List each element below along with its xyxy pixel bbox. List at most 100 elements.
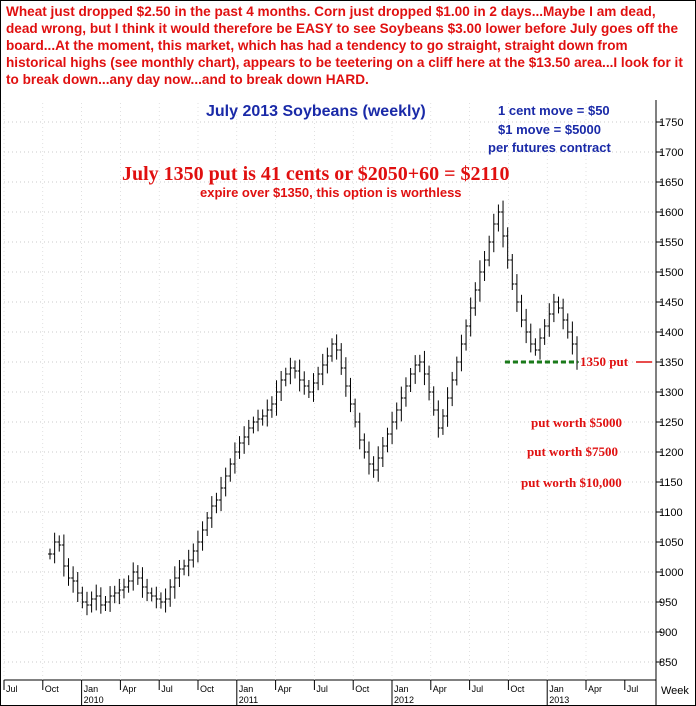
ohlc-bar <box>283 367 288 387</box>
ohlc-bar <box>288 357 293 385</box>
ohlc-bar <box>209 496 214 528</box>
x-month-label: Jan <box>394 684 409 694</box>
ohlc-bar <box>501 200 506 248</box>
ohlc-bar <box>121 578 126 599</box>
ohlc-bar <box>524 308 529 344</box>
ohlc-bar <box>399 386 404 422</box>
x-month-label: Oct <box>510 684 525 694</box>
y-tick-label: 1450 <box>659 297 683 309</box>
ohlc-bar <box>108 586 113 612</box>
put-worth-5000: put worth $5000 <box>531 415 622 430</box>
ohlc-bar <box>274 380 279 416</box>
ohlc-bar <box>316 366 321 391</box>
ohlc-bar <box>575 336 579 370</box>
ohlc-bar <box>80 586 85 609</box>
ohlc-bar <box>251 416 256 434</box>
ohlc-bar <box>464 319 469 351</box>
ohlc-bar <box>191 543 196 568</box>
headline-commentary: Wheat just dropped $2.50 in the past 4 m… <box>6 4 683 87</box>
ohlc-bar <box>200 521 205 551</box>
ohlc-bar <box>357 412 362 450</box>
ohlc-bar <box>514 274 519 312</box>
ohlc-bar <box>163 588 168 613</box>
ohlc-bar <box>343 357 348 397</box>
ohlc-bar <box>371 456 376 478</box>
ohlc-bar <box>547 303 552 337</box>
ohlc-bar <box>528 323 533 353</box>
ohlc-bar <box>94 584 99 611</box>
x-month-label: Oct <box>355 684 370 694</box>
ohlc-bar <box>61 534 66 577</box>
ohlc-bar <box>570 321 575 355</box>
ohlc-bar <box>205 512 210 536</box>
gridlines <box>3 100 656 680</box>
x-month-label: Jul <box>316 684 328 694</box>
ohlc-bar <box>533 338 538 356</box>
x-axis-ticks: Jul Oct Jan Apr Jul Oct Jan Apr Jul Oct Jan Apr Jul O… <box>3 680 639 705</box>
per-contract-note: per futures contract <box>488 140 611 155</box>
ohlc-bar <box>52 532 57 564</box>
ohlc-bar <box>556 296 561 314</box>
ohlc-bar <box>172 566 177 599</box>
ohlc-bar <box>362 433 367 459</box>
ohlc-bar <box>422 350 427 386</box>
ohlc-bar <box>186 549 191 577</box>
chart-title: July 2013 Soybeans (weekly) <box>206 103 426 120</box>
ohlc-bar <box>565 313 570 339</box>
ohlc-bar <box>131 562 136 591</box>
put-worth-7500: put worth $7500 <box>527 444 618 459</box>
y-tick-label: 950 <box>659 597 677 609</box>
ohlc-bar <box>413 355 418 384</box>
ohlc-bar <box>348 377 353 413</box>
ohlc-bar <box>84 591 89 616</box>
x-year-label: 2010 <box>84 695 104 705</box>
x-month-label: Jan <box>239 684 254 694</box>
x-unit-label: Week <box>661 685 689 697</box>
y-tick-label: 1650 <box>659 177 683 189</box>
y-tick-label: 1250 <box>659 417 683 429</box>
ohlc-bar <box>376 446 381 482</box>
ohlc-bar <box>66 558 71 586</box>
x-month-label: Apr <box>433 684 447 694</box>
expire-note: expire over $1350, this option is worthl… <box>200 185 462 200</box>
ohlc-bar <box>195 530 200 563</box>
ohlc-bar <box>168 579 173 607</box>
ohlc-bar <box>306 380 311 398</box>
x-month-label: Apr <box>122 684 136 694</box>
ohlc-bar <box>551 293 556 323</box>
ohlc-bar <box>538 328 543 360</box>
ohlc-bar <box>519 294 524 328</box>
ohlc-bar <box>417 354 422 373</box>
y-tick-label: 1550 <box>659 237 683 249</box>
ohlc-bar <box>71 566 76 593</box>
ohlc-bar <box>214 492 219 514</box>
put-worth-10000: put worth $10,000 <box>521 475 622 490</box>
y-tick-label: 1500 <box>659 267 683 279</box>
ohlc-bar <box>427 365 432 401</box>
ohlc-bar <box>440 409 445 435</box>
dollar-move-note: $1 move = $5000 <box>498 122 601 137</box>
y-tick-label: 1100 <box>659 507 683 519</box>
ohlc-bar <box>246 419 251 446</box>
ohlc-bar <box>325 347 330 374</box>
ohlc-bar <box>436 400 441 438</box>
ohlc-bar <box>154 586 159 609</box>
x-month-label: Jul <box>472 684 484 694</box>
x-month-label: Apr <box>278 684 292 694</box>
x-month-label: Jul <box>627 684 639 694</box>
ohlc-bar <box>431 386 436 416</box>
ohlc-bar <box>445 387 450 427</box>
y-tick-label: 1750 <box>659 117 683 129</box>
ohlc-bar <box>89 591 94 613</box>
ohlc-bar <box>496 204 501 232</box>
ohlc-bar <box>403 377 408 407</box>
ohlc-bar <box>135 565 140 585</box>
ohlc-bar <box>542 319 547 345</box>
ohlc-bar <box>117 578 122 605</box>
ohlc-bar <box>103 596 108 611</box>
x-year-label: 2011 <box>239 695 258 705</box>
x-month-label: Jul <box>6 684 18 694</box>
put-price-note: July 1350 put is 41 cents or $2050+60 = … <box>122 163 509 185</box>
y-tick-label: 1400 <box>659 327 683 339</box>
y-tick-label: 1150 <box>659 477 683 489</box>
